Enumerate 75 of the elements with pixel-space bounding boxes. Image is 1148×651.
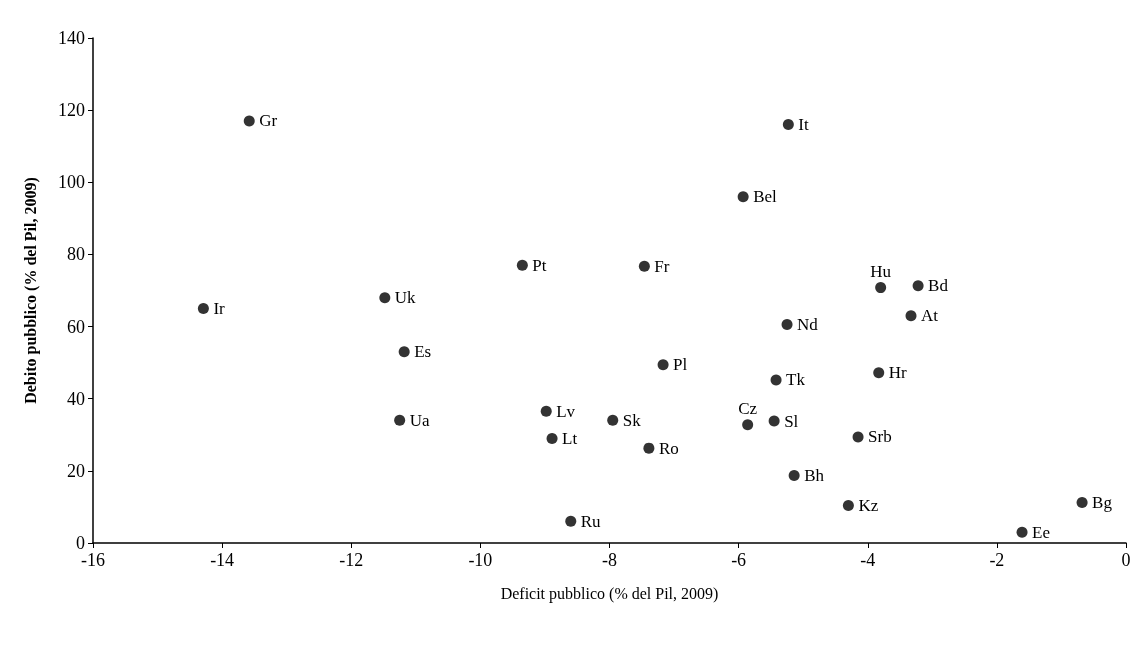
annotation: Nd — [797, 314, 819, 334]
annotation: Kz — [858, 495, 879, 515]
y-tick-label: 80 — [67, 244, 85, 265]
point — [742, 419, 754, 431]
annotation: Sk — [622, 410, 642, 430]
annotation: Srb — [868, 427, 892, 447]
y-tick-label: 20 — [67, 460, 85, 481]
annotation: Ru — [580, 511, 602, 531]
x-tick-label: -14 — [210, 550, 235, 570]
point — [546, 432, 558, 444]
annotation: Cz — [738, 398, 758, 418]
annotation: Bg — [1092, 493, 1113, 513]
annotation: Bd — [928, 276, 949, 296]
annotation: Ir — [213, 299, 226, 319]
annotation: Ee — [1032, 522, 1050, 542]
point — [737, 191, 749, 203]
annotation: Hr — [888, 363, 907, 383]
annotation: Tk — [786, 370, 806, 390]
annotation: Ua — [409, 410, 430, 430]
point — [852, 431, 864, 443]
annotation: Ro — [658, 438, 679, 458]
point — [540, 405, 552, 417]
point — [782, 119, 794, 131]
point — [1076, 497, 1088, 509]
point — [243, 115, 255, 127]
point — [873, 367, 885, 379]
y-tick-label: 140 — [58, 28, 85, 48]
point — [638, 260, 650, 272]
point — [197, 303, 209, 315]
annotation: Uk — [394, 288, 417, 308]
annotation: Lt — [562, 428, 578, 448]
x-axis-title: Deficit pubblico (% del Pil, 2009) — [500, 584, 719, 603]
point — [394, 414, 406, 426]
x-tick-label: -6 — [731, 550, 747, 570]
annotation: Bel — [753, 187, 778, 207]
annotation: Lv — [556, 401, 576, 421]
annotation: Pl — [673, 355, 688, 375]
y-tick-label: 60 — [67, 316, 85, 337]
x-tick-label: -12 — [339, 550, 364, 570]
point — [781, 318, 793, 330]
annotation: Fr — [654, 256, 670, 276]
x-tick-label: -10 — [468, 550, 493, 570]
x-tick-label: -16 — [81, 550, 105, 570]
y-tick-label: 40 — [67, 388, 85, 409]
annotation: Hu — [870, 261, 892, 281]
annotation: Sl — [784, 411, 799, 431]
point — [770, 374, 782, 386]
annotation: Pt — [532, 255, 547, 275]
annotation: Gr — [259, 111, 278, 131]
point — [565, 515, 577, 527]
x-tick-label: -8 — [602, 550, 617, 570]
point — [516, 259, 528, 271]
point — [788, 470, 800, 482]
x-tick-label: -2 — [989, 550, 1005, 570]
y-tick-label: 0 — [76, 533, 85, 553]
y-tick-label: 120 — [58, 100, 85, 121]
point — [842, 499, 854, 511]
point — [875, 282, 887, 294]
point — [905, 310, 917, 322]
point — [643, 442, 655, 454]
y-axis-title: Debito pubblico (% del Pil, 2009) — [21, 177, 40, 404]
annotation: It — [798, 115, 809, 135]
point — [912, 280, 924, 292]
annotation: Es — [414, 342, 432, 362]
point — [379, 292, 391, 304]
x-tick-label: 0 — [1121, 550, 1131, 570]
point — [607, 414, 619, 426]
y-tick-label: 100 — [58, 172, 85, 193]
point — [657, 359, 669, 371]
annotation: At — [921, 306, 939, 326]
point — [768, 415, 780, 427]
annotation: Bh — [804, 466, 825, 486]
x-tick-label: -4 — [860, 550, 876, 570]
point — [1016, 526, 1028, 538]
point — [398, 346, 410, 358]
